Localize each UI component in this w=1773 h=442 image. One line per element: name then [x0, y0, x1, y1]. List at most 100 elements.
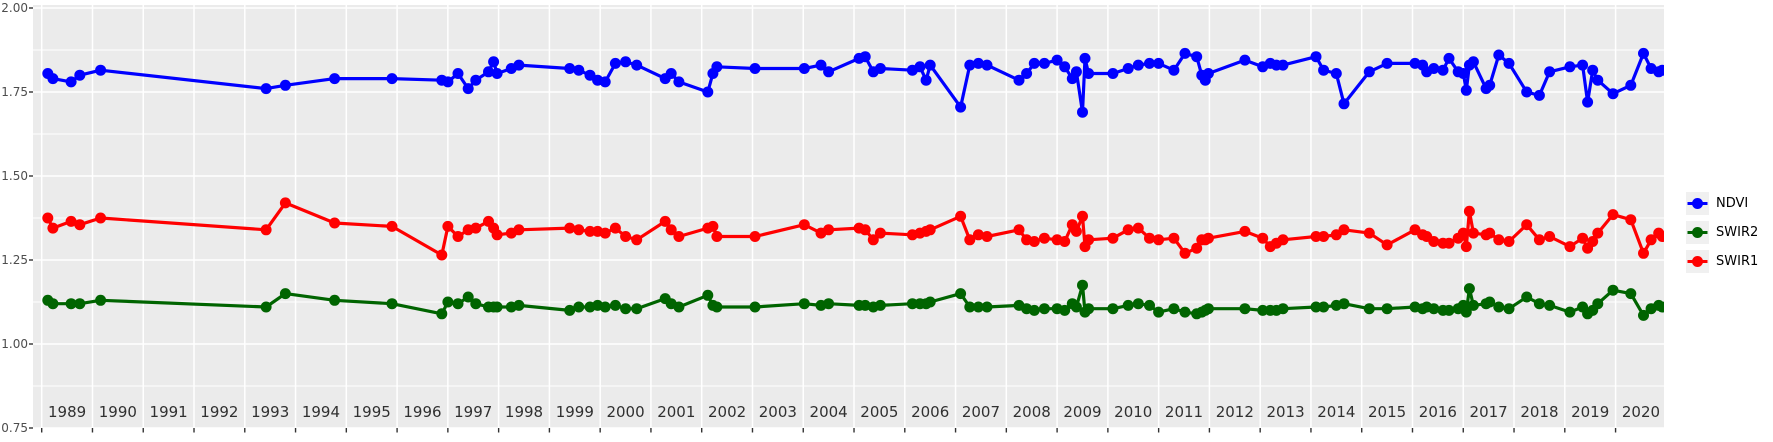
data-point-ndvi: [564, 63, 576, 74]
data-point-ndvi: [1460, 84, 1472, 96]
data-point-ndvi: [1363, 66, 1375, 78]
data-point-ndvi: [279, 79, 291, 91]
data-point-swir1: [491, 229, 503, 241]
data-point-ndvi: [1153, 57, 1165, 69]
data-point-swir1: [1202, 232, 1214, 244]
data-point-ndvi: [1122, 63, 1134, 74]
data-point-swir1: [1239, 225, 1251, 237]
data-point-ndvi: [1168, 64, 1180, 76]
data-point-swir2: [711, 301, 723, 313]
series-points-swir1: [42, 197, 1664, 261]
data-point-swir1: [1457, 227, 1469, 239]
data-point-ndvi: [1132, 59, 1144, 71]
legend-label-ndvi: NDVI: [1716, 196, 1749, 211]
data-point-ndvi: [1381, 57, 1393, 69]
data-point-swir1: [65, 215, 77, 227]
data-point-swir2: [702, 289, 714, 301]
data-point-swir1: [1656, 231, 1664, 242]
data-point-swir1: [1544, 231, 1556, 242]
data-point-swir2: [599, 301, 611, 313]
data-point-swir2: [1625, 288, 1637, 300]
data-point-swir2: [442, 296, 454, 308]
data-point-swir1: [659, 215, 671, 227]
data-point-swir2: [1277, 303, 1289, 315]
x-axis-year-label: 2013: [1266, 403, 1304, 421]
data-point-swir2: [452, 298, 464, 310]
data-point-swir1: [1059, 236, 1071, 247]
data-point-ndvi: [47, 73, 59, 85]
data-point-ndvi: [1533, 89, 1545, 101]
data-point-swir2: [1132, 298, 1144, 310]
data-point-swir1: [513, 224, 525, 236]
legend-symbol-swir1: [1687, 256, 1708, 267]
data-point-swir1: [798, 219, 810, 231]
data-point-ndvi: [1051, 54, 1063, 66]
data-point-swir2: [1638, 309, 1649, 321]
data-point-swir1: [1503, 236, 1515, 247]
data-point-swir2: [47, 298, 59, 310]
data-point-swir2: [1239, 303, 1251, 315]
data-point-ndvi: [665, 68, 677, 79]
data-point-ndvi: [329, 73, 341, 85]
data-point-swir2: [798, 298, 810, 310]
data-point-ndvi: [260, 83, 272, 95]
data-point-swir1: [1310, 231, 1322, 242]
data-point-ndvi: [1338, 98, 1350, 110]
data-point-ndvi: [1457, 68, 1469, 79]
legend-key-ndvi: [1686, 192, 1709, 215]
x-axis-year-label: 2012: [1216, 403, 1254, 421]
data-point-swir1: [874, 227, 886, 239]
data-point-swir1: [95, 212, 107, 224]
x-axis-year-label: 2005: [860, 403, 898, 421]
legend-key-swir2: [1686, 221, 1709, 244]
x-axis-year-label: 2017: [1470, 403, 1508, 421]
data-point-swir2: [874, 299, 886, 311]
x-axis-year-label: 2002: [708, 403, 746, 421]
data-point-swir2: [279, 288, 291, 300]
data-point-ndvi: [599, 76, 611, 88]
y-axis-label: 1.25: [1, 253, 28, 267]
data-point-ndvi: [1021, 68, 1033, 79]
data-point-ndvi: [1428, 63, 1440, 74]
data-point-swir1: [1577, 232, 1589, 244]
legend-point: [1692, 198, 1703, 209]
data-point-ndvi: [1330, 68, 1342, 79]
data-point-ndvi: [1277, 59, 1289, 71]
data-point-swir1: [1038, 232, 1050, 244]
data-point-ndvi: [874, 63, 886, 74]
data-point-swir1: [1428, 236, 1440, 247]
data-point-swir2: [609, 299, 621, 311]
data-point-swir1: [1587, 236, 1599, 247]
legend-symbol-swir2: [1687, 227, 1708, 238]
data-point-swir1: [74, 219, 86, 231]
data-point-swir1: [1443, 237, 1455, 249]
data-point-swir2: [620, 303, 632, 315]
x-axis-year-label: 2018: [1520, 403, 1558, 421]
data-point-swir2: [1607, 284, 1619, 296]
x-axis-year-label: 2010: [1114, 403, 1152, 421]
data-point-ndvi: [1521, 86, 1533, 98]
data-point-swir2: [386, 298, 398, 310]
data-point-swir1: [1257, 232, 1269, 244]
legend-label-swir1: SWIR1: [1716, 254, 1759, 269]
data-point-swir2: [1107, 303, 1119, 315]
x-axis-year-label: 2016: [1419, 403, 1457, 421]
data-point-swir2: [1077, 279, 1088, 291]
data-point-swir2: [436, 308, 448, 320]
series-group: [42, 47, 1664, 321]
y-axis-label: 1.00: [1, 337, 28, 351]
legend-item-swir2: SWIR2: [1686, 221, 1758, 244]
data-point-swir2: [1460, 306, 1472, 318]
data-point-ndvi: [1028, 57, 1040, 69]
x-axis-year-label: 2008: [1013, 403, 1051, 421]
data-point-ndvi: [573, 64, 585, 76]
data-point-swir1: [1191, 242, 1203, 254]
data-point-swir2: [462, 291, 474, 303]
data-point-ndvi: [1437, 64, 1449, 76]
data-point-ndvi: [74, 69, 86, 81]
data-point-swir2: [470, 298, 482, 310]
axis-ticks: [29, 7, 1617, 433]
data-point-swir2: [1038, 303, 1050, 315]
